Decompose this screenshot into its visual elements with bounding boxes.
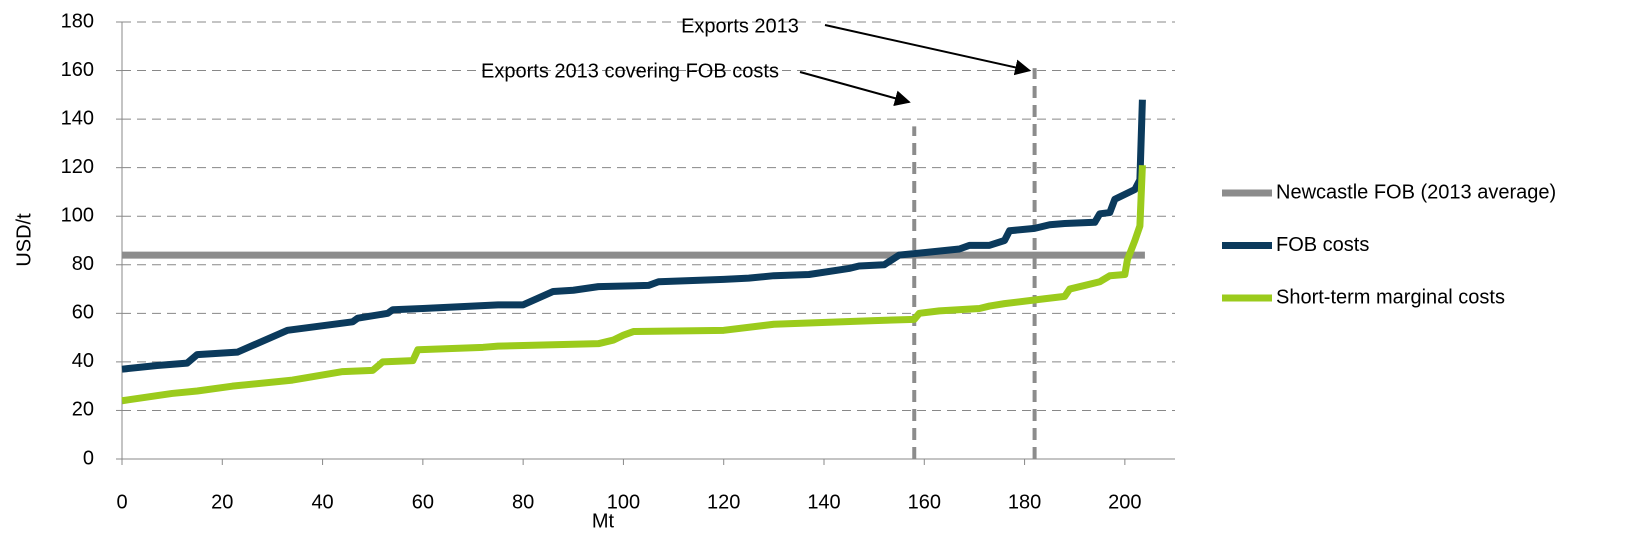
- annotation: Exports 2013: [681, 15, 799, 37]
- y-tick-label: 20: [72, 399, 94, 421]
- y-axis-label: USD/t: [13, 213, 35, 267]
- y-tick-label: 120: [61, 156, 94, 178]
- annotation: Exports 2013 covering FOB costs: [481, 60, 779, 82]
- y-tick-label: 60: [72, 302, 94, 324]
- annotation-arrow: [824, 24, 1032, 76]
- x-tick-label: 40: [311, 491, 333, 513]
- y-tick-label: 160: [61, 59, 94, 81]
- legend-label: Short-term marginal costs: [1276, 286, 1505, 308]
- y-tick-label: 80: [72, 253, 94, 275]
- x-tick-label: 60: [412, 491, 434, 513]
- legend-label: FOB costs: [1276, 234, 1369, 256]
- x-tick-label: 180: [1008, 491, 1041, 513]
- series-line: [121, 165, 1146, 405]
- x-tick-label: 160: [908, 491, 941, 513]
- x-tick-label: 120: [707, 491, 740, 513]
- x-tick-label: 20: [211, 491, 233, 513]
- x-tick-label: 200: [1108, 491, 1141, 513]
- x-axis-label: Mt: [592, 510, 615, 532]
- series-line: [121, 99, 1146, 373]
- legend-label: Newcastle FOB (2013 average): [1276, 181, 1556, 203]
- x-tick-label: 0: [116, 491, 127, 513]
- x-tick-label: 80: [512, 491, 534, 513]
- y-tick-label: 100: [61, 205, 94, 227]
- x-tick-label: 100: [607, 491, 640, 513]
- x-tick-label: 140: [807, 491, 840, 513]
- y-tick-label: 140: [61, 107, 94, 129]
- y-tick-label: 180: [61, 10, 94, 32]
- y-tick-label: 40: [72, 350, 94, 372]
- y-tick-label: 0: [83, 447, 94, 469]
- annotation-arrow: [799, 71, 911, 107]
